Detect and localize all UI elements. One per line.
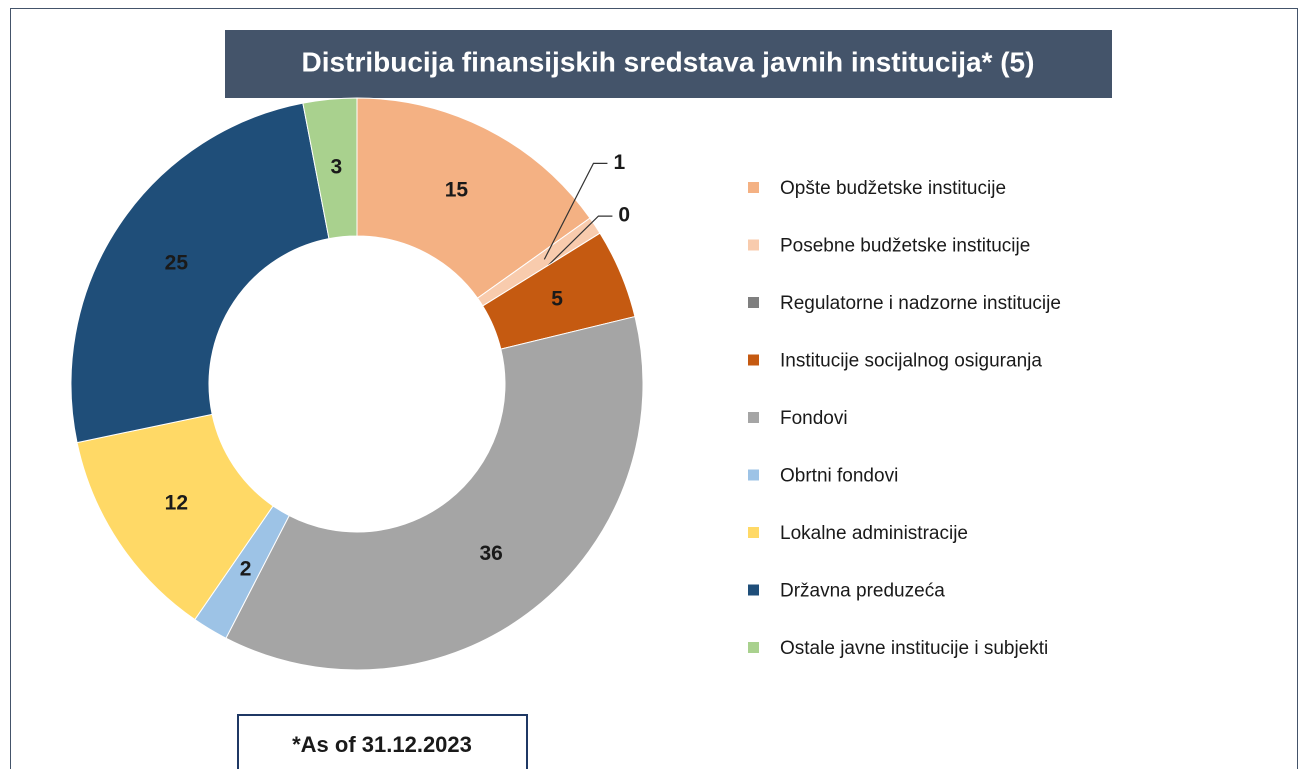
legend-label: Opšte budžetske institucije: [780, 178, 1006, 199]
slice: [302, 97, 358, 240]
legend-label: Fondovi: [780, 408, 848, 429]
legend-marker: [748, 239, 759, 251]
legend-marker: [748, 527, 759, 538]
note: *As of 31.12.2023: [292, 732, 472, 757]
legend-marker: [748, 182, 759, 193]
note-box: [237, 714, 528, 769]
data-label: 3: [331, 156, 343, 179]
chart-title: Distribucija finansijskih sredstava javn…: [302, 46, 1035, 77]
legend-label: Državna preduzeća: [780, 581, 945, 602]
legend-marker: [748, 354, 759, 366]
slice: [356, 97, 591, 299]
legend-label: Obrtni fondovi: [780, 466, 898, 487]
legend-label: Ostale javne institucije i subjekti: [780, 638, 1048, 659]
legend-label: Institucije socijalnog osiguranja: [780, 351, 1042, 372]
data-label: 0: [618, 204, 630, 227]
title-box: [225, 30, 1112, 98]
frame: [10, 8, 1298, 769]
data-label: 5: [551, 288, 563, 311]
slice: [225, 315, 644, 671]
legend-label: Lokalne administracije: [780, 523, 968, 544]
leader-line: [547, 215, 613, 266]
data-label: 25: [165, 251, 189, 274]
data-label: 2: [240, 558, 252, 581]
leader-line: [543, 162, 608, 260]
legend-marker: [748, 297, 759, 308]
legend-label: Posebne budžetske institucije: [780, 236, 1030, 257]
legend-marker: [748, 469, 759, 481]
data-label: 12: [165, 492, 188, 515]
legend-label: Regulatorne i nadzorne institucije: [780, 293, 1061, 314]
legend-marker: [748, 642, 759, 653]
legend-marker: [748, 412, 759, 423]
legend-marker: [748, 584, 759, 596]
data-label: 15: [445, 179, 469, 202]
slice: [70, 102, 330, 444]
data-label: 36: [479, 542, 502, 565]
data-label: 1: [613, 151, 625, 174]
